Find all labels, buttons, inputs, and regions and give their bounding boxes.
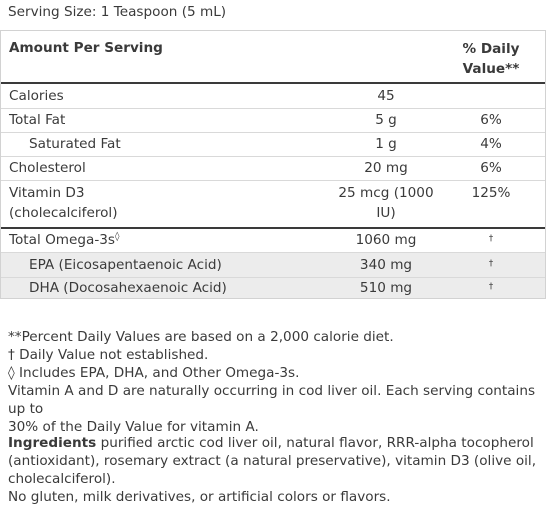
nutrient-amount: 25 mcg (1000: [338, 185, 434, 201]
footnote-vitamin-a-d: Vitamin A and D are naturally occurring …: [8, 383, 536, 417]
dagger-symbol: †: [488, 282, 494, 292]
nutrient-name-text: Total Omega-3s: [9, 232, 115, 248]
nutrient-name: Saturated Fat: [29, 136, 121, 152]
nutrient-name: Vitamin D3: [9, 185, 85, 201]
nutrient-dv: †: [441, 278, 541, 300]
nutrient-amount: 510 mg: [359, 280, 413, 296]
row-divider: [1, 156, 545, 157]
footnote-daily-values: **Percent Daily Values are based on a 2,…: [8, 329, 394, 345]
nutrient-name: Cholesterol: [9, 160, 86, 176]
table-row-vitamin-d3: Vitamin D3 (cholecalciferol) 25 mcg (100…: [1, 183, 545, 223]
footnote-vitamin-a-d-cont: 30% of the Daily Value for vitamin A.: [8, 419, 259, 435]
table-row-calories: Calories 45: [1, 86, 545, 106]
nutrient-amount: 1 g: [375, 136, 397, 152]
nutrient-amount-detail: IU): [376, 205, 396, 221]
nutrient-amount: 5 g: [375, 112, 397, 128]
table-row-total-omega-3s: Total Omega-3s◊ 1060 mg †: [1, 230, 545, 250]
header-divider: [1, 82, 545, 84]
nutrient-amount: 20 mg: [364, 160, 408, 176]
table-row-epa: EPA (Eicosapentaenoic Acid) 340 mg †: [1, 253, 545, 277]
ingredients-section: Ingredients purified arctic cod liver oi…: [8, 434, 548, 506]
nutrient-dv: 125%: [471, 185, 511, 201]
footnote-omega: ◊ Includes EPA, DHA, and Other Omega-3s.: [8, 365, 300, 381]
table-row-saturated-fat: Saturated Fat 1 g 4%: [1, 134, 545, 154]
table-row-dha: DHA (Docosahexaenoic Acid) 510 mg †: [1, 278, 545, 298]
row-divider: [1, 180, 545, 181]
table-row-cholesterol: Cholesterol 20 mg 6%: [1, 158, 545, 178]
ingredients-text: purified arctic cod liver oil, natural f…: [96, 435, 534, 451]
row-divider: [1, 132, 545, 133]
daily-value-header: % Daily Value**: [441, 39, 541, 79]
table-row-total-fat: Total Fat 5 g 6%: [1, 110, 545, 130]
ingredients-line2: (antioxidant), rosemary extract (a natur…: [8, 453, 537, 469]
row-divider: [1, 252, 545, 253]
ingredients-line3: cholecalciferol).: [8, 471, 116, 487]
dagger-symbol: †: [488, 234, 494, 244]
section-divider: [1, 227, 545, 229]
footnote-dagger: † Daily Value not established.: [8, 347, 209, 363]
nutrient-dv: 6%: [480, 160, 502, 176]
ingredients-line1: Ingredients purified arctic cod liver oi…: [8, 434, 548, 452]
daily-value-header-line1: % Daily: [462, 41, 520, 57]
nutrient-dv: †: [441, 253, 541, 279]
allergen-statement: No gluten, milk derivatives, or artifici…: [8, 489, 391, 505]
amount-per-serving-header: Amount Per Serving: [9, 40, 163, 56]
nutrient-dv: 4%: [480, 136, 502, 152]
nutrient-name: Total Omega-3s◊: [9, 230, 119, 252]
nutrient-amount: 1060 mg: [355, 232, 417, 248]
supplement-facts-table: Amount Per Serving % Daily Value** Calor…: [0, 30, 546, 299]
nutrient-name: Calories: [9, 88, 64, 104]
daily-value-header-line2: Value**: [462, 61, 520, 77]
nutrient-name: DHA (Docosahexaenoic Acid): [29, 280, 227, 296]
nutrient-name: Total Fat: [9, 112, 66, 128]
dagger-symbol: †: [488, 259, 494, 269]
ingredients-label: Ingredients: [8, 435, 97, 451]
serving-size: Serving Size: 1 Teaspoon (5 mL): [8, 4, 227, 20]
nutrient-amount: 340 mg: [359, 257, 413, 273]
row-divider: [1, 108, 545, 109]
omega-footnote-symbol: ◊: [114, 232, 120, 242]
row-divider: [1, 277, 545, 278]
nutrient-name: EPA (Eicosapentaenoic Acid): [29, 257, 222, 273]
nutrient-amount: 45: [377, 88, 395, 104]
footnotes: **Percent Daily Values are based on a 2,…: [8, 328, 548, 436]
nutrient-name-detail: (cholecalciferol): [9, 205, 118, 221]
nutrient-dv: †: [441, 230, 541, 252]
nutrient-dv: 6%: [480, 112, 502, 128]
